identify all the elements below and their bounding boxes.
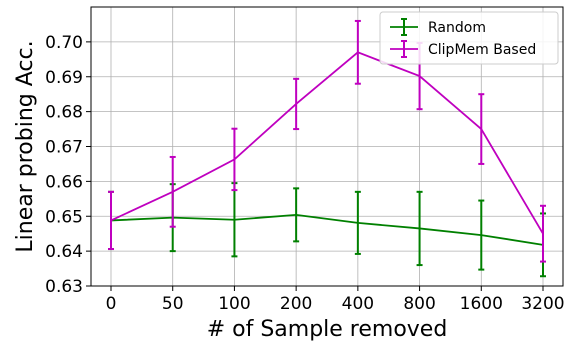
series-clipmem-based (108, 19, 546, 263)
y-tick-label: 0.65 (45, 207, 83, 227)
x-tick-label: 800 (403, 294, 435, 314)
x-tick-label: 400 (342, 294, 374, 314)
y-tick-label: 0.70 (45, 33, 83, 53)
series-line (110, 213, 544, 246)
x-tick-label: 3200 (521, 294, 564, 314)
legend: Random ClipMem Based (379, 11, 559, 65)
legend-item: ClipMem Based (390, 40, 536, 58)
x-tick-label: 0 (106, 294, 117, 314)
series-line (110, 51, 544, 235)
y-axis-label: Linear probing Acc. (13, 40, 38, 252)
x-tick-label: 100 (218, 294, 250, 314)
y-tick-label: 0.69 (45, 68, 83, 88)
legend-label: ClipMem Based (428, 42, 536, 58)
legend-box (379, 11, 559, 65)
legend-item: Random (390, 18, 486, 36)
y-tick-label: 0.64 (45, 242, 83, 262)
y-tick-label: 0.63 (45, 277, 83, 297)
y-tick-label: 0.68 (45, 103, 83, 123)
series-layer (108, 19, 546, 278)
y-tick-label: 0.67 (45, 138, 83, 158)
x-tick-label: 200 (280, 294, 312, 314)
tick-layer: 0.63 0.64 0.65 0.66 0.67 0.68 0.69 0.70 0 50 100 20… (45, 33, 564, 314)
x-tick-label: 50 (162, 294, 184, 314)
x-axis-label: # of Sample removed (207, 317, 448, 341)
x-tick-label: 1600 (460, 294, 503, 314)
legend-label: Random (428, 20, 486, 36)
y-tick-label: 0.66 (45, 172, 83, 192)
